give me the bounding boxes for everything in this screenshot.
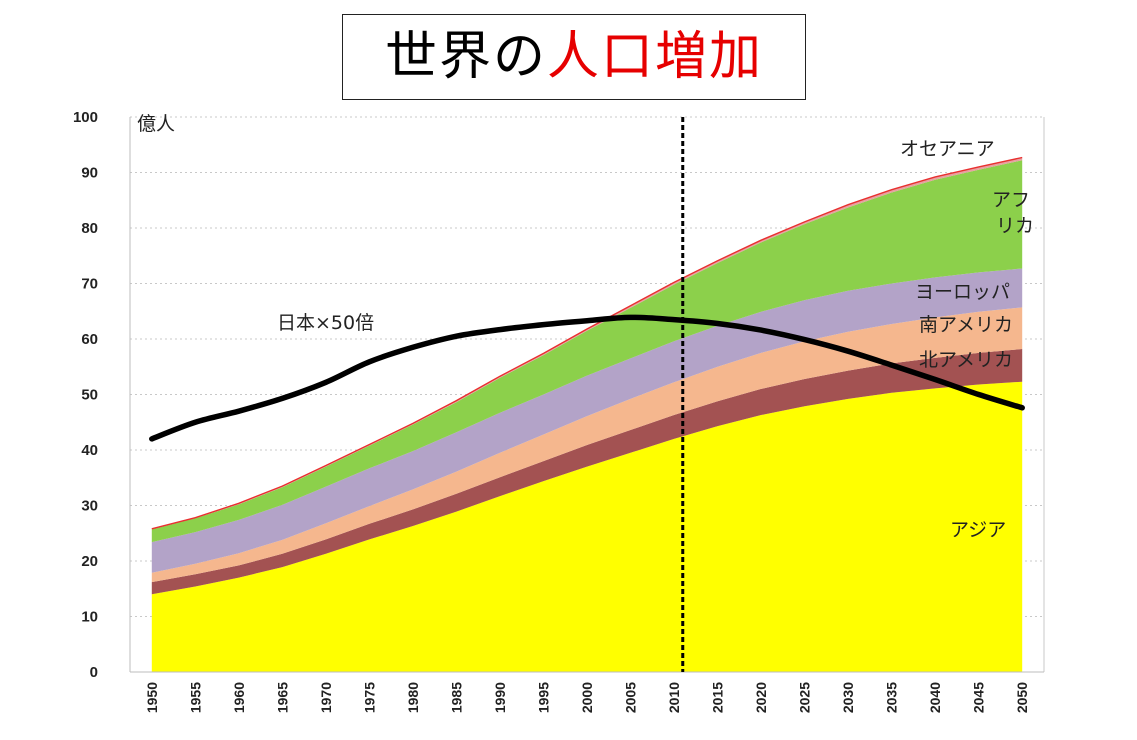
stacked-areas [151, 156, 1023, 672]
x-tick-label: 2050 [1014, 682, 1030, 713]
x-tick-label: 1975 [361, 682, 377, 713]
x-tick-label: 1995 [535, 682, 551, 713]
chart-title-part1: 世界の [384, 27, 547, 87]
x-tick-label: 2010 [666, 682, 682, 713]
y-tick-label: 70 [81, 276, 98, 293]
y-tick-label: 50 [81, 387, 98, 404]
y-tick-label: 40 [81, 442, 98, 459]
x-tick-label: 2005 [623, 682, 639, 713]
x-tick-label: 1980 [405, 682, 421, 713]
x-tick-label: 2015 [710, 682, 726, 713]
y-tick-label: 0 [90, 664, 98, 681]
area-0 [151, 381, 1023, 672]
x-tick-label: 2025 [797, 682, 813, 713]
x-tick-label: 2030 [840, 682, 856, 713]
chart-title: 世界の 人口増加 [342, 14, 806, 100]
y-tick-label: 90 [81, 165, 98, 182]
north-america-label: 北アメリカ [919, 349, 1013, 371]
x-tick-label: 1950 [144, 682, 160, 713]
x-tick-label: 2035 [884, 682, 900, 713]
x-tick-label: 1960 [231, 682, 247, 713]
south-america-label: 南アメリカ [919, 314, 1013, 336]
area-1 [151, 349, 1023, 595]
x-tick-label: 1970 [318, 682, 334, 713]
africa-label-line1: アフ [992, 189, 1030, 211]
x-tick-label: 2020 [753, 682, 769, 713]
x-tick-label: 1955 [187, 682, 203, 713]
x-tick-labels: 1950 1955 1960 1965 1970 1975 1980 1985 1990 1995… [144, 682, 1030, 713]
africa-label-line2: リカ [996, 215, 1034, 237]
y-tick-label: 100 [73, 109, 98, 126]
x-tick-label: 1990 [492, 682, 508, 713]
x-tick-label: 2040 [927, 682, 943, 713]
asia-label: アジア [950, 519, 1006, 541]
area-2 [151, 307, 1023, 583]
oceania-label: オセアニア [900, 138, 995, 160]
japan-line-group [149, 314, 1025, 442]
x-tick-label: 1985 [448, 682, 464, 713]
y-unit-label: 億人 [137, 113, 175, 135]
europe-label: ヨーロッパ [915, 281, 1010, 303]
japan-line [149, 314, 1025, 442]
y-tick-label: 80 [81, 220, 98, 237]
japan-line-label: 日本×50倍 [277, 312, 374, 334]
area-3 [151, 268, 1023, 573]
x-tick-label: 1965 [274, 682, 290, 713]
y-tick-labels: 0 10 20 30 40 50 60 70 80 90 100 [73, 109, 98, 681]
chart-title-part2: 人口増加 [547, 27, 764, 87]
y-tick-label: 60 [81, 331, 98, 348]
area-4 [151, 160, 1023, 543]
x-tick-label: 2000 [579, 682, 595, 713]
total-outline [151, 156, 1023, 530]
y-tick-label: 30 [81, 498, 98, 515]
x-tick-label: 2045 [971, 682, 987, 713]
y-tick-label: 10 [81, 609, 98, 626]
y-tick-label: 20 [81, 553, 98, 570]
axes [129, 117, 1044, 673]
